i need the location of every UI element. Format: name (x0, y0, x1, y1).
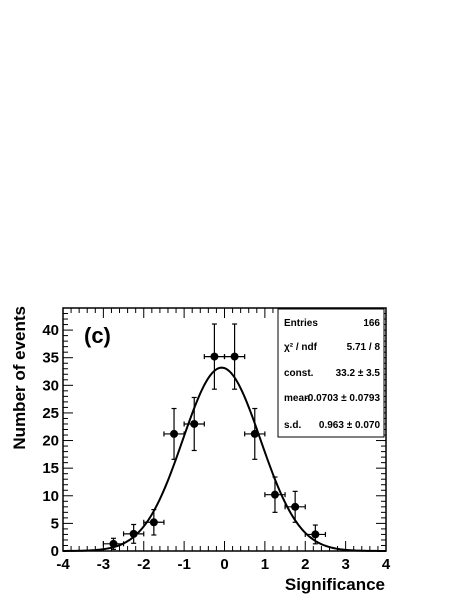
data-point (264, 476, 286, 513)
data-marker (230, 352, 239, 361)
data-marker (190, 419, 199, 428)
x-tick-label: 4 (382, 556, 391, 573)
y-tick-label: 20 (42, 433, 59, 450)
data-point (223, 323, 246, 390)
stats-const-value: 33.2 ± 3.5 (336, 368, 381, 379)
data-marker (250, 429, 259, 438)
data-point (122, 523, 145, 544)
data-marker (129, 529, 138, 538)
x-tick-label: -3 (97, 556, 110, 573)
y-tick-labels: 0 5 10 15 20 25 30 35 40 (42, 322, 59, 560)
x-tick-label: -1 (177, 556, 190, 573)
panel-label: (c) (84, 323, 111, 348)
data-marker (149, 518, 158, 527)
stats-entries-value: 166 (363, 318, 380, 329)
stats-box: Entries 166 χ² / ndf 5.71 / 8 const. 33.… (277, 308, 385, 438)
data-point (163, 407, 185, 460)
y-tick-label: 30 (42, 377, 59, 394)
stats-mean-value: -0.0703 ± 0.0793 (304, 393, 380, 404)
x-tick-label: -4 (56, 556, 70, 573)
data-point (183, 396, 205, 452)
data-marker (270, 490, 279, 499)
data-marker (170, 429, 179, 438)
x-axis-title: Significance (285, 575, 385, 594)
stats-sd-label: s.d. (284, 420, 301, 431)
stats-entries-label: Entries (284, 318, 318, 329)
data-point (284, 490, 306, 523)
y-axis-title: Number of events (10, 306, 29, 450)
x-tick-label: -2 (137, 556, 150, 573)
x-tick-label: 3 (341, 556, 349, 573)
fit-curve (62, 366, 387, 552)
y-tick-label: 35 (42, 350, 59, 367)
x-tick-label: 1 (261, 556, 269, 573)
stats-chi2-label: χ² / ndf (284, 342, 318, 353)
data-point (102, 537, 125, 550)
y-tick-label: 25 (42, 405, 59, 422)
y-tick-label: 0 (51, 543, 59, 560)
data-marker (311, 530, 320, 539)
stats-box-frame (277, 308, 385, 438)
x-tick-labels: -4 -3 -2 -1 0 1 2 3 4 (56, 556, 391, 573)
data-points (102, 323, 327, 550)
data-marker (109, 539, 118, 548)
y-tick-label: 5 (51, 515, 59, 532)
y-tick-label: 10 (42, 488, 59, 505)
data-marker (291, 502, 300, 511)
data-point (143, 508, 165, 536)
stats-mean-label: mean (284, 393, 310, 404)
data-point (244, 407, 266, 460)
data-point (304, 524, 327, 545)
stats-chi2-value: 5.71 / 8 (347, 342, 381, 353)
data-marker (210, 352, 219, 361)
x-tick-label: 0 (220, 556, 228, 573)
x-tick-label: 2 (301, 556, 309, 573)
stats-sd-value: 0.963 ± 0.070 (319, 420, 381, 431)
y-tick-label: 40 (42, 322, 59, 339)
y-tick-label: 15 (42, 460, 59, 477)
stats-const-label: const. (284, 368, 314, 379)
